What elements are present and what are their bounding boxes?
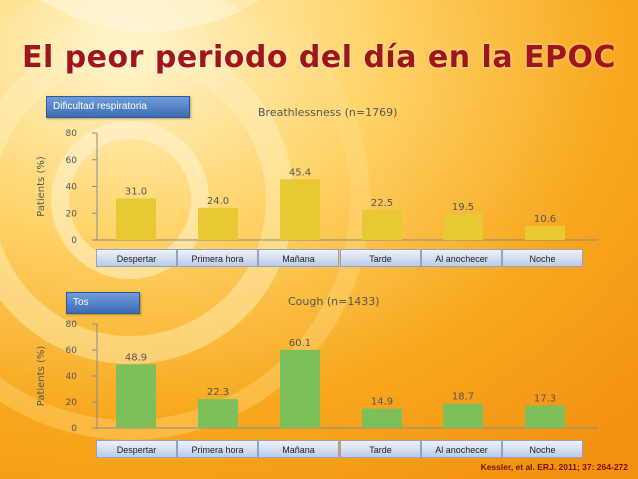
breathlessness-data-label-3: 45.4 [289,167,311,178]
breathlessness-section-badge: Dificultad respiratoria [46,96,190,118]
breathlessness-data-label-6: 10.6 [534,214,556,225]
breathlessness-category-label-3: Mañana [258,249,339,267]
breathlessness-bar-1 [116,198,156,240]
breathlessness-category-band: Despertar Primera hora Mañana Tarde Al anoch… [0,249,638,267]
breathlessness-chart-title: Breathlessness (n=1769) [258,106,397,119]
slide-title: El peor periodo del día en la EPOC [21,40,617,75]
cough-category-label-4: Tarde [340,440,421,458]
cough-data-label-5: 18.7 [452,392,474,403]
breathlessness-category-label-5: Al anochecer [421,249,502,267]
cough-data-label-3: 60.1 [289,338,311,349]
cough-category-label-6: Noche [502,440,583,458]
breathlessness-y-axis-label: Patients (%) [36,156,47,217]
cough-bar-2 [198,399,238,428]
cough-category-band: Despertar Primera hora Mañana Tarde Al anoch… [0,440,638,458]
breathlessness-data-label-1: 31.0 [125,187,147,198]
breathlessness-bar-2 [198,207,238,240]
cough-data-label-6: 17.3 [534,394,556,405]
cough-data-label-2: 22.3 [207,387,229,398]
cough-category-label-1: Despertar [96,440,177,458]
breathlessness-category-label-4: Tarde [340,249,421,267]
cough-y-axis-label: Patients (%) [36,346,47,407]
breathlessness-y-tick-label: 60 [66,156,78,166]
cough-category-label-2: Primera hora [177,440,258,458]
cough-section-badge: Tos [66,292,140,314]
cough-y-tick-label: 0 [71,424,77,434]
cough-data-label-1: 48.9 [125,352,147,363]
breathlessness-bar-3 [280,179,320,240]
citation: Kessler, et al. ERJ. 2011; 37: 264-272 [480,462,628,472]
breathlessness-bar-6 [525,225,565,240]
cough-data-label-4: 14.9 [371,397,393,408]
cough-chart-title: Cough (n=1433) [288,295,380,308]
breathlessness-y-tick-label: 80 [66,129,78,139]
breathlessness-y-tick-label: 0 [71,236,77,246]
cough-bar-5 [443,403,483,428]
cough-bar-3 [280,349,320,428]
breathlessness-category-label-1: Despertar [96,249,177,267]
breathlessness-data-label-5: 19.5 [452,202,474,213]
breathlessness-category-label-6: Noche [502,249,583,267]
cough-bar-4 [362,408,402,428]
breathlessness-bar-4 [362,209,402,240]
cough-y-tick-label: 60 [66,346,78,356]
breathlessness-data-label-4: 22.5 [371,198,393,209]
cough-y-tick-label: 40 [66,372,78,382]
cough-bar-1 [116,364,156,428]
cough-category-label-3: Mañana [258,440,339,458]
breathlessness-data-label-2: 24.0 [207,196,229,207]
cough-category-label-5: Al anochecer [421,440,502,458]
breathlessness-bar-5 [443,213,483,240]
cough-bar-6 [525,405,565,428]
breathlessness-y-tick-label: 20 [66,209,78,219]
breathlessness-category-label-2: Primera hora [177,249,258,267]
cough-y-tick-label: 20 [66,398,78,408]
cough-y-tick-label: 80 [66,320,78,330]
breathlessness-y-tick-label: 40 [66,183,78,193]
